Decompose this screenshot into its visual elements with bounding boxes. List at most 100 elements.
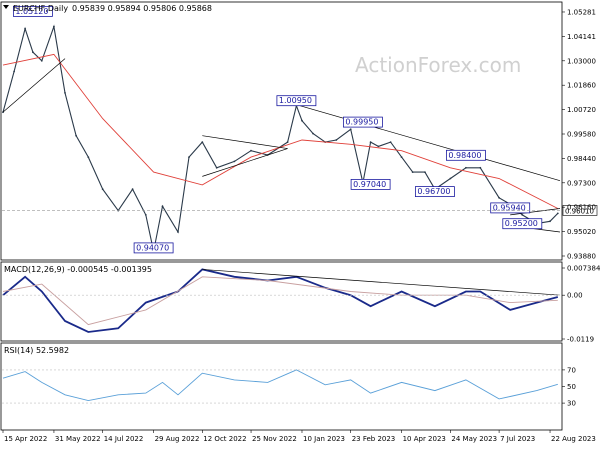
price-point (24, 27, 26, 30)
price-point (161, 205, 164, 208)
collapse-icon[interactable] (3, 5, 9, 9)
price-annotation-label: 0.94070 (136, 243, 169, 252)
macd-tick-label: 0.007384 (567, 265, 600, 273)
price-annotation-box (12, 6, 53, 17)
price-annotation-label: 0.95940 (493, 203, 526, 212)
x-tick-label: 15 Apr 2022 (4, 435, 47, 443)
price-tick-label: 1.03000 (567, 57, 596, 65)
price-point (335, 139, 338, 141)
price-ma-line (2, 53, 559, 209)
price-trendline (202, 148, 288, 177)
macd-tick-label: 0.00 (567, 292, 583, 300)
price-annotation-box (502, 218, 543, 230)
price-point (144, 214, 147, 216)
price-tick-label: 0.97300 (567, 179, 596, 187)
price-point (377, 145, 380, 148)
price-point (286, 141, 289, 144)
x-tick-label: 10 Apr 2023 (403, 435, 446, 443)
price-point (201, 141, 204, 144)
price-annotation-label: 0.99950 (345, 118, 378, 127)
price-annotation-box (276, 95, 317, 107)
price-point (479, 166, 482, 169)
price-point (13, 70, 16, 73)
macd-title: MACD(12,26,9) -0.000545 -0.001395 (4, 265, 152, 274)
price-point (389, 141, 392, 144)
x-tick-label: 23 Feb 2023 (352, 435, 396, 443)
price-annotation-label: 0.98400 (448, 151, 481, 160)
rsi-title: RSI(14) 52.5982 (4, 346, 69, 355)
price-annotation-box (133, 242, 174, 254)
x-tick-label: 22 Aug 2023 (551, 435, 596, 443)
macd-tick-label: -0.0119 (567, 336, 594, 344)
price-point (40, 59, 43, 62)
macd-trendline (202, 269, 561, 296)
x-tick-label: 25 Nov 2022 (252, 435, 297, 443)
price-point (250, 149, 252, 152)
price-annotation-label: 1.05120 (15, 7, 48, 16)
price-point (87, 156, 90, 159)
price-annotation-box (350, 178, 391, 190)
watermark: ActionForex.com (355, 53, 521, 77)
price-tick-label: 1.04141 (567, 33, 596, 41)
price-point (233, 160, 236, 163)
price-point (131, 188, 134, 191)
price-price-line (2, 24, 559, 252)
price-point (101, 188, 104, 191)
price-tick-label: 0.98440 (567, 155, 596, 163)
price-point (521, 214, 524, 216)
current-price-box (562, 205, 598, 216)
x-tick-label: 14 Jul 2022 (104, 435, 144, 443)
rsi-tick-label: 50 (567, 383, 576, 391)
price-panel (0, 1, 563, 261)
price-point (215, 166, 218, 169)
macd-signal-line (2, 276, 558, 326)
price-tick-label: 1.05281 (567, 9, 596, 17)
x-tick-label: 31 May 2022 (55, 435, 101, 443)
x-tick-label: 29 Aug 2022 (155, 435, 200, 443)
price-annotation-box (414, 186, 455, 198)
price-annotation-label: 0.96700 (417, 187, 450, 196)
price-trendline (202, 135, 288, 149)
rsi-tick-label: 70 (567, 366, 576, 374)
price-point (53, 25, 55, 28)
macd-macd-line (2, 268, 559, 333)
price-point (75, 134, 77, 137)
current-price-label: 0.96010 (565, 207, 594, 215)
price-point (369, 141, 372, 144)
price-annotation-label: 1.00950 (279, 96, 312, 105)
price-point (349, 128, 352, 131)
price-ohlc: 0.95839 0.95894 0.95806 0.95868 (72, 4, 212, 13)
x-tick-label: 10 Jan 2023 (303, 435, 345, 443)
price-annotation-box (342, 116, 383, 128)
price-trendline (510, 208, 561, 216)
price-point (498, 196, 500, 199)
x-tick-label: 7 Jul 2023 (500, 435, 535, 443)
price-tick-label: 0.95020 (567, 228, 596, 236)
price-point (177, 231, 179, 233)
price-trendline (2, 58, 66, 113)
macd-panel (0, 261, 563, 342)
price-trendline (296, 104, 561, 181)
price-title: EURCHF,Daily (13, 4, 68, 13)
price-annotation-box (445, 149, 486, 161)
price-tick-label: 0.96160 (567, 204, 596, 212)
price-point (465, 166, 467, 169)
price-point (32, 51, 34, 54)
price-annotation-label: 0.97040 (353, 180, 386, 189)
rsi-rsi-line (2, 369, 558, 402)
price-point (556, 212, 559, 215)
price-point (301, 119, 303, 122)
price-point (411, 171, 414, 174)
price-point (188, 156, 190, 159)
price-annotation-box (490, 202, 531, 214)
price-point (312, 132, 314, 135)
price-point (400, 156, 403, 159)
x-tick-label: 24 May 2023 (451, 435, 497, 443)
price-tick-label: 0.93880 (567, 253, 596, 261)
price-point (549, 220, 551, 223)
price-point (449, 177, 452, 180)
price-tick-label: 1.01860 (567, 82, 596, 90)
x-tick-label: 12 Oct 2022 (203, 435, 246, 443)
price-tick-label: 1.00720 (567, 106, 596, 114)
